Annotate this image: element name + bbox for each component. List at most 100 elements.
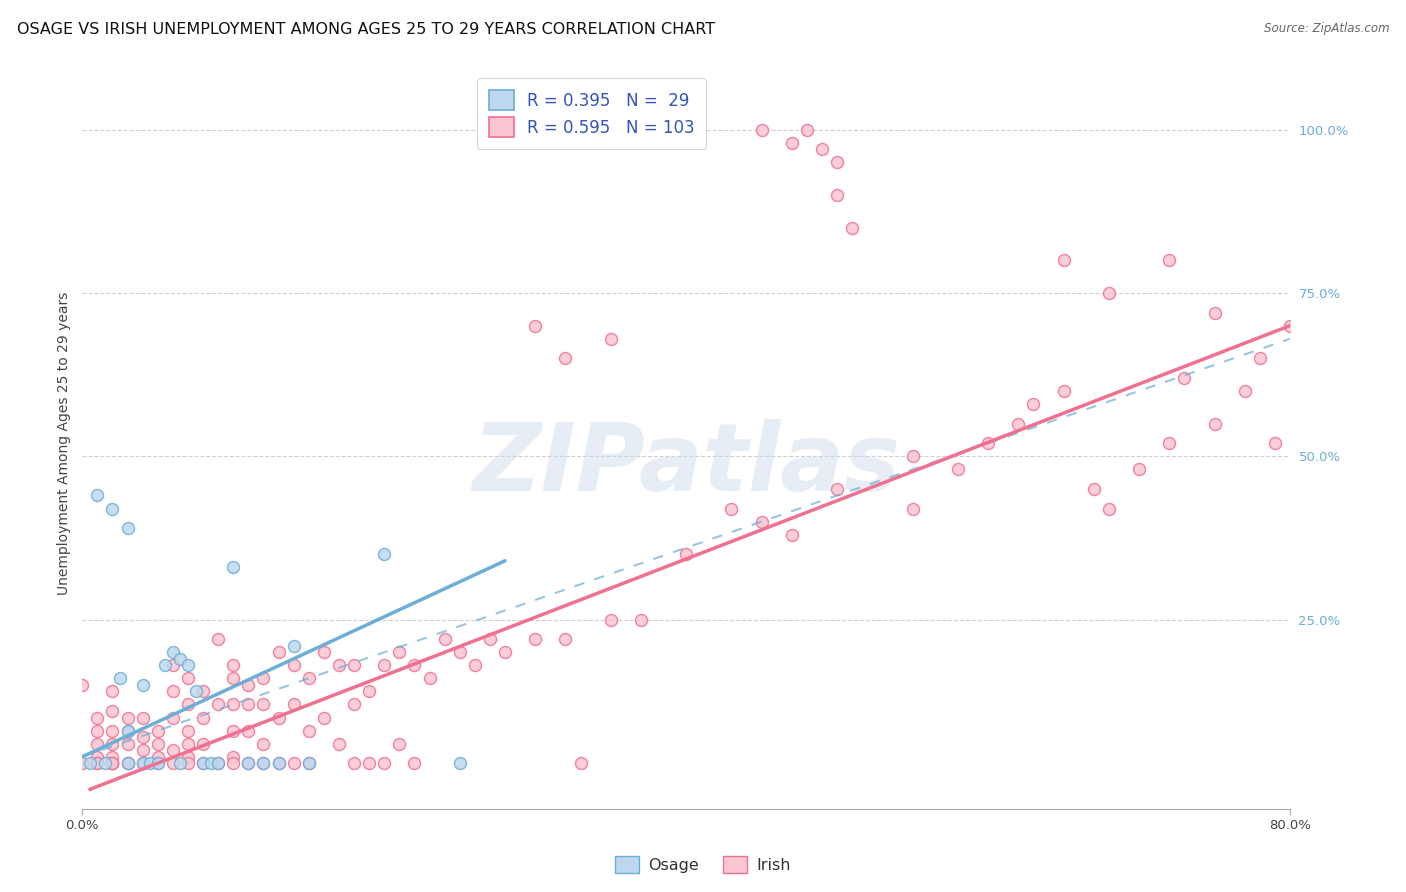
Point <box>177 723 200 738</box>
Point <box>388 737 411 751</box>
Point <box>162 710 184 724</box>
Point <box>811 142 834 156</box>
Point <box>101 723 124 738</box>
Point <box>131 756 153 771</box>
Text: Source: ZipAtlas.com: Source: ZipAtlas.com <box>1264 22 1389 36</box>
Point <box>599 332 621 346</box>
Point <box>101 704 124 718</box>
Point <box>1173 371 1195 385</box>
Point <box>222 698 245 712</box>
Point <box>169 652 191 666</box>
Y-axis label: Unemployment Among Ages 25 to 29 years: Unemployment Among Ages 25 to 29 years <box>58 292 72 595</box>
Point <box>1159 253 1181 268</box>
Point <box>312 645 335 659</box>
Point <box>312 710 335 724</box>
Point <box>1159 436 1181 450</box>
Point <box>238 756 260 771</box>
Point <box>86 749 108 764</box>
Point <box>131 678 153 692</box>
Point <box>1007 417 1029 431</box>
Point <box>946 462 969 476</box>
Point <box>131 756 153 771</box>
Point <box>524 632 547 647</box>
Point <box>252 671 274 685</box>
Point <box>146 756 169 771</box>
Point <box>825 155 848 169</box>
Point <box>720 501 742 516</box>
Point <box>554 632 576 647</box>
Point <box>131 756 153 771</box>
Point <box>751 515 773 529</box>
Point <box>86 756 108 771</box>
Point <box>267 756 290 771</box>
Point <box>419 671 441 685</box>
Point <box>191 737 214 751</box>
Point <box>343 658 366 673</box>
Point <box>1098 285 1121 300</box>
Point <box>177 671 200 685</box>
Point <box>1083 482 1105 496</box>
Point <box>162 645 184 659</box>
Point <box>977 436 1000 450</box>
Point <box>1204 305 1226 319</box>
Point <box>373 547 395 561</box>
Point <box>298 723 321 738</box>
Point <box>169 756 191 771</box>
Point <box>252 698 274 712</box>
Point <box>283 639 305 653</box>
Point <box>222 723 245 738</box>
Point <box>131 710 153 724</box>
Point <box>1022 397 1045 411</box>
Point <box>373 756 395 771</box>
Point <box>86 710 108 724</box>
Point <box>155 658 177 673</box>
Point <box>298 671 321 685</box>
Point <box>1249 351 1271 366</box>
Point <box>599 613 621 627</box>
Point <box>86 756 108 771</box>
Point <box>108 671 131 685</box>
Point <box>177 658 200 673</box>
Point <box>1053 384 1076 398</box>
Point <box>117 756 139 771</box>
Point <box>283 756 305 771</box>
Point <box>569 756 592 771</box>
Point <box>267 756 290 771</box>
Point <box>200 756 222 771</box>
Point <box>283 698 305 712</box>
Point <box>1128 462 1150 476</box>
Point <box>751 122 773 136</box>
Point <box>191 684 214 698</box>
Point <box>298 756 321 771</box>
Point <box>191 756 214 771</box>
Point <box>298 756 321 771</box>
Point <box>1204 417 1226 431</box>
Point <box>1233 384 1256 398</box>
Legend: Osage, Irish: Osage, Irish <box>609 849 797 880</box>
Point <box>222 671 245 685</box>
Point <box>86 723 108 738</box>
Point <box>267 645 290 659</box>
Point <box>79 756 101 771</box>
Point <box>252 756 274 771</box>
Point <box>1053 253 1076 268</box>
Point <box>146 756 169 771</box>
Point <box>780 527 803 541</box>
Point <box>328 658 350 673</box>
Point <box>433 632 456 647</box>
Point <box>101 756 124 771</box>
Point <box>191 710 214 724</box>
Point <box>94 756 117 771</box>
Point <box>238 756 260 771</box>
Point <box>359 684 381 698</box>
Point <box>404 756 426 771</box>
Point <box>117 723 139 738</box>
Point <box>343 698 366 712</box>
Point <box>139 756 162 771</box>
Point <box>86 737 108 751</box>
Point <box>207 756 229 771</box>
Point <box>101 737 124 751</box>
Point <box>86 488 108 502</box>
Point <box>222 658 245 673</box>
Point <box>72 678 94 692</box>
